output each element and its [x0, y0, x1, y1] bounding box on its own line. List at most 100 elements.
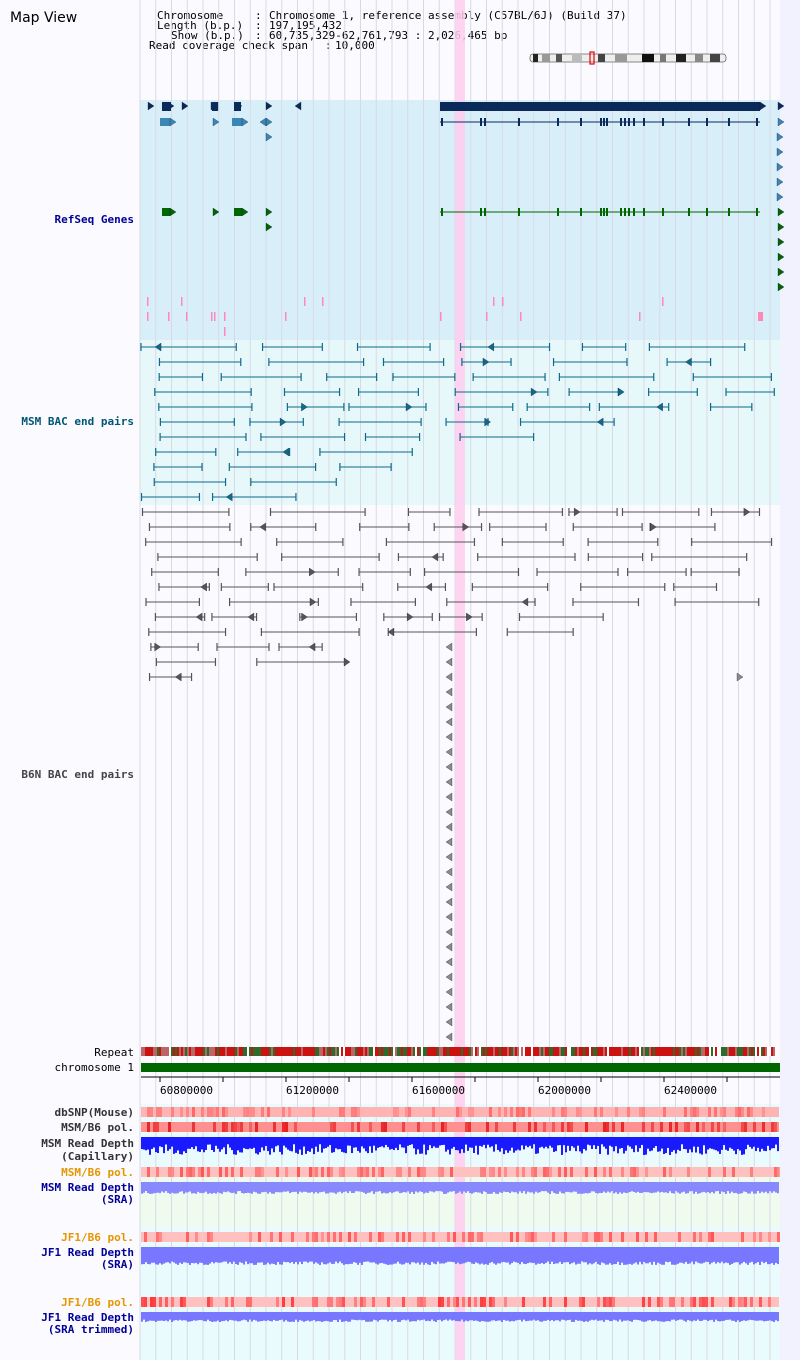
repeat-mark [703, 1047, 705, 1056]
depth-bar [159, 1312, 161, 1321]
depth-bar [579, 1182, 581, 1194]
b6n-stack-arrow [445, 822, 453, 832]
msm-bac-end-pairs-track[interactable] [140, 342, 775, 502]
gene-exon [484, 208, 486, 216]
depth-bar [359, 1312, 361, 1320]
pol-mark [342, 1107, 345, 1117]
pol-mark [741, 1232, 744, 1242]
ideogram-band [572, 54, 582, 62]
pol-mark [270, 1232, 273, 1242]
depth-bar [257, 1247, 259, 1263]
depth-bar [701, 1247, 703, 1264]
depth-bar [295, 1312, 297, 1320]
depth-bar [159, 1137, 161, 1147]
repeat-mark [673, 1047, 675, 1056]
depth-bar [143, 1247, 145, 1265]
b6n-stack-arrow [445, 897, 453, 907]
depth-bar [233, 1137, 235, 1155]
pol-mark [486, 1122, 489, 1132]
b6n-bac-end-pairs-track[interactable] [141, 507, 773, 1042]
depth-bar [747, 1182, 749, 1194]
msm-pair-arrow [618, 387, 625, 397]
repeat-mark [557, 1047, 559, 1056]
repeat-mark [177, 1047, 179, 1056]
depth-bar [425, 1312, 427, 1322]
depth-bar [601, 1312, 603, 1321]
depth-bar [383, 1182, 385, 1193]
depth-bar [425, 1182, 427, 1193]
depth-bar [603, 1182, 605, 1192]
repeat-mark [761, 1047, 763, 1056]
depth-bar [471, 1182, 473, 1194]
pink-mark [181, 297, 183, 306]
repeat-mark [487, 1047, 489, 1056]
depth-bar [633, 1137, 635, 1153]
depth-bar [343, 1247, 345, 1265]
depth-bar [293, 1312, 295, 1322]
refseq-genes-track[interactable] [147, 101, 785, 336]
repeat-mark [713, 1047, 715, 1056]
depth-bar [231, 1137, 233, 1151]
ideogram-band [542, 54, 550, 62]
depth-bar [491, 1182, 493, 1194]
axis-tick-3: 61600000 [412, 1084, 465, 1097]
pol-mark [732, 1167, 735, 1177]
depth-bar [263, 1182, 265, 1193]
depth-bar [769, 1312, 771, 1321]
depth-bar [671, 1247, 673, 1265]
depth-bar [263, 1247, 265, 1265]
depth-bar [397, 1182, 399, 1192]
pol-mark [600, 1232, 603, 1242]
depth-bar [245, 1312, 247, 1321]
pol-mark [723, 1122, 726, 1132]
depth-bar [657, 1182, 659, 1192]
repeat-mark [639, 1047, 641, 1056]
depth-bar [437, 1137, 439, 1148]
b6n-stack-arrow [445, 867, 453, 877]
depth-bar [569, 1182, 571, 1193]
b6n-stack-arrow [445, 1002, 453, 1012]
pink-mark [211, 312, 213, 321]
depth-bar [557, 1247, 559, 1264]
depth-bar [583, 1247, 585, 1263]
repeat-mark [431, 1047, 433, 1056]
depth-bar [599, 1247, 601, 1265]
repeat-mark [317, 1047, 319, 1056]
repeat-mark [577, 1047, 579, 1056]
depth-bar [421, 1137, 423, 1154]
pol-mark [636, 1167, 639, 1177]
gene-arrow [259, 117, 267, 127]
depth-bar [207, 1137, 209, 1145]
pol-mark [282, 1107, 285, 1117]
depth-bar [625, 1312, 627, 1321]
repeat-mark [437, 1047, 439, 1056]
depth-bar [611, 1312, 613, 1322]
repeat-mark [539, 1047, 541, 1056]
repeat-mark [611, 1047, 613, 1056]
gene-arrow [776, 132, 784, 142]
pol-mark [441, 1122, 444, 1132]
refseq-genes-label: RefSeq Genes [54, 213, 134, 226]
depth-bar [373, 1137, 375, 1146]
lower-tracks[interactable] [141, 1047, 780, 1322]
repeat-mark [315, 1047, 317, 1056]
depth-bar [599, 1182, 601, 1193]
repeat-mark [689, 1047, 691, 1056]
chromosome-ideogram[interactable] [529, 51, 727, 65]
pol-mark [579, 1297, 582, 1307]
depth-bar [341, 1247, 343, 1264]
gene-block [234, 208, 242, 216]
depth-bar [415, 1312, 417, 1322]
depth-bar [389, 1247, 391, 1265]
depth-bar [495, 1182, 497, 1194]
depth-bar [381, 1137, 383, 1147]
depth-bar [231, 1247, 233, 1264]
depth-bar [725, 1312, 727, 1320]
depth-bar [713, 1137, 715, 1150]
repeat-mark [463, 1047, 465, 1056]
depth-bar [151, 1247, 153, 1263]
pol-mark [219, 1167, 222, 1177]
depth-bar [575, 1182, 577, 1192]
depth-bar [197, 1182, 199, 1192]
